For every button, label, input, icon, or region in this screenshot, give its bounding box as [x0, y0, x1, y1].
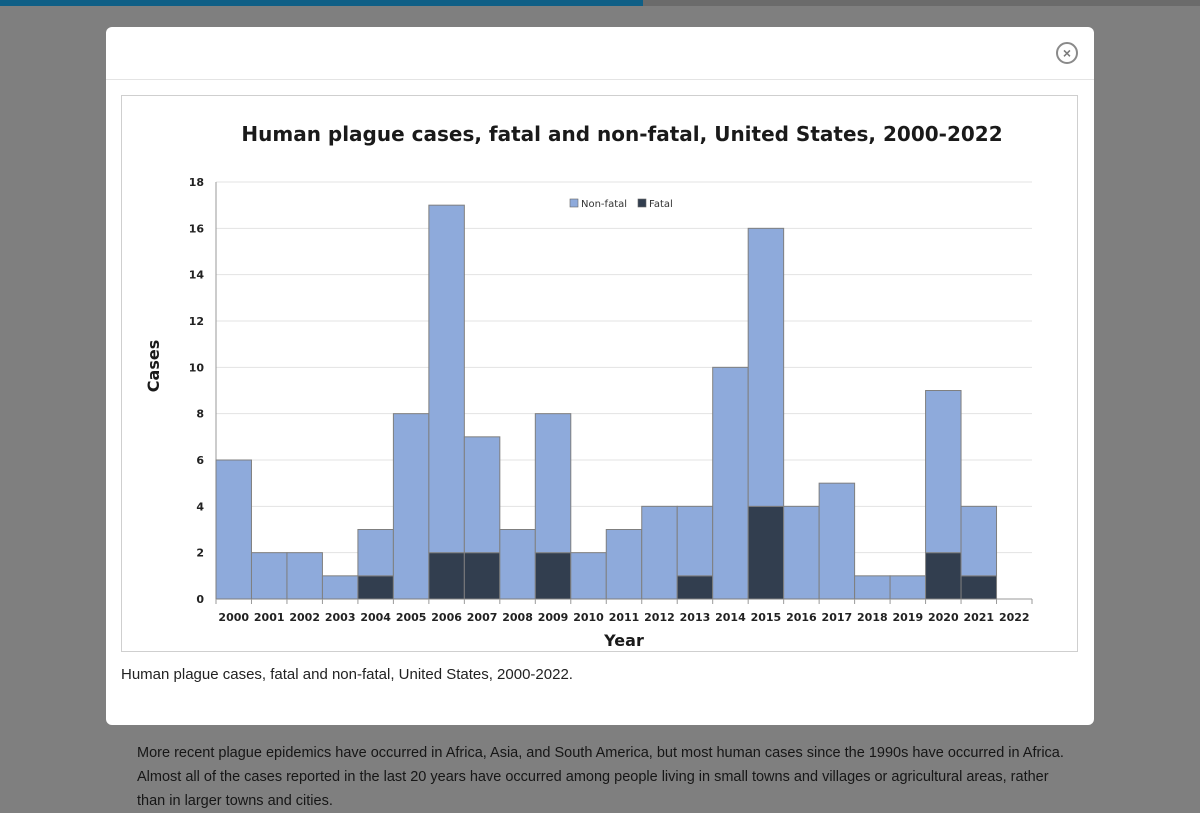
y-tick-label: 12 — [189, 315, 204, 328]
x-tick-label-2002: 2002 — [289, 611, 320, 624]
bar-nonfatal-2020 — [925, 390, 962, 554]
x-tick-label-2018: 2018 — [857, 611, 888, 624]
modal-header: × — [106, 27, 1094, 80]
x-tick-label-2011: 2011 — [609, 611, 640, 624]
bar-fatal-2004 — [357, 575, 394, 600]
bar-nonfatal-2001 — [250, 552, 288, 600]
bar-nonfatal-2012 — [641, 505, 678, 600]
bar-nonfatal-2016 — [783, 505, 820, 600]
bar-fatal-2013 — [676, 575, 714, 600]
x-tick-label-2017: 2017 — [822, 611, 853, 624]
bar-nonfatal-2021 — [960, 505, 998, 577]
x-tick-label-2005: 2005 — [396, 611, 427, 624]
plague-chart: 0 2 4 6 8 10 12 14 16 18 2000 2001 2002 2003 2004 2005 2… — [144, 122, 1033, 650]
bar-nonfatal-2004 — [357, 529, 394, 577]
x-tick-label-2006: 2006 — [431, 611, 462, 624]
x-tick-label-2016: 2016 — [786, 611, 817, 624]
y-tick-label: 18 — [189, 176, 204, 189]
x-tick-label-2010: 2010 — [573, 611, 604, 624]
x-axis-label: Year — [603, 631, 644, 650]
x-tick-label-2009: 2009 — [538, 611, 569, 624]
bar-nonfatal-2010 — [570, 552, 607, 600]
y-tick-label: 2 — [196, 547, 204, 560]
bar-nonfatal-2015 — [747, 227, 785, 507]
bar-fatal-2015 — [747, 505, 785, 600]
x-tick-label-2019: 2019 — [893, 611, 924, 624]
figure-caption: Human plague cases, fatal and non-fatal,… — [121, 666, 573, 683]
x-tick-label-2013: 2013 — [680, 611, 711, 624]
y-tick-label: 6 — [196, 454, 204, 467]
bar-nonfatal-2009 — [534, 413, 572, 554]
x-tick-label-2022: 2022 — [999, 611, 1030, 624]
bar-nonfatal-2005 — [392, 413, 430, 600]
y-tick-label: 10 — [189, 361, 205, 374]
x-tick-label-2020: 2020 — [928, 611, 959, 624]
legend-swatch-non-fatal — [569, 198, 579, 208]
bar-nonfatal-2007 — [463, 436, 501, 554]
image-modal: × 0 2 4 6 8 10 12 14 16 18 2000 2001 2002 2003 2004 200… — [106, 27, 1094, 725]
y-tick-label: 4 — [196, 500, 204, 513]
legend-label-fatal: Fatal — [649, 199, 673, 210]
x-tick-label-2015: 2015 — [751, 611, 782, 624]
bar-nonfatal-2003 — [321, 575, 359, 600]
x-tick-label-2008: 2008 — [502, 611, 533, 624]
bar-nonfatal-2008 — [499, 529, 536, 600]
legend-swatch-fatal — [637, 198, 647, 208]
bar-nonfatal-2002 — [286, 552, 323, 600]
x-tick-label-2014: 2014 — [715, 611, 746, 624]
chart-title: Human plague cases, fatal and non-fatal,… — [241, 122, 1002, 146]
bar-fatal-2021 — [960, 575, 998, 600]
close-button[interactable]: × — [1056, 42, 1078, 64]
x-tick-label-2000: 2000 — [218, 611, 249, 624]
bar-fatal-2007 — [463, 552, 501, 600]
bar-nonfatal-2018 — [854, 575, 891, 600]
bar-nonfatal-2014 — [712, 366, 749, 600]
close-icon: × — [1062, 45, 1072, 61]
y-axis-label: Cases — [144, 340, 163, 392]
bar-nonfatal-2006 — [428, 204, 465, 554]
bar-nonfatal-2013 — [676, 505, 714, 577]
chart-figure: 0 2 4 6 8 10 12 14 16 18 2000 2001 2002 2003 2004 2005 2… — [121, 95, 1078, 652]
bar-nonfatal-2000 — [215, 459, 252, 600]
y-tick-label: 8 — [196, 408, 204, 421]
x-tick-label-2003: 2003 — [325, 611, 356, 624]
x-tick-label-2012: 2012 — [644, 611, 675, 624]
x-tick-label-2021: 2021 — [963, 611, 994, 624]
bar-nonfatal-2011 — [605, 529, 643, 600]
bar-nonfatal-2017 — [818, 482, 856, 600]
y-tick-label: 0 — [196, 593, 204, 606]
x-tick-label-2001: 2001 — [254, 611, 285, 624]
bar-fatal-2009 — [534, 552, 572, 600]
background-paragraph: More recent plague epidemics have occurr… — [137, 745, 1064, 809]
site-header-bar — [0, 0, 643, 6]
x-tick-label-2007: 2007 — [467, 611, 498, 624]
y-tick-label: 16 — [189, 222, 205, 235]
legend-label-non-fatal: Non-fatal — [581, 199, 627, 210]
x-tick-label-2004: 2004 — [360, 611, 391, 624]
bar-fatal-2006 — [428, 552, 465, 600]
bar-fatal-2020 — [925, 552, 962, 600]
bar-nonfatal-2019 — [889, 575, 927, 600]
y-tick-label: 14 — [189, 269, 205, 282]
site-header-bar-right — [643, 0, 1200, 6]
